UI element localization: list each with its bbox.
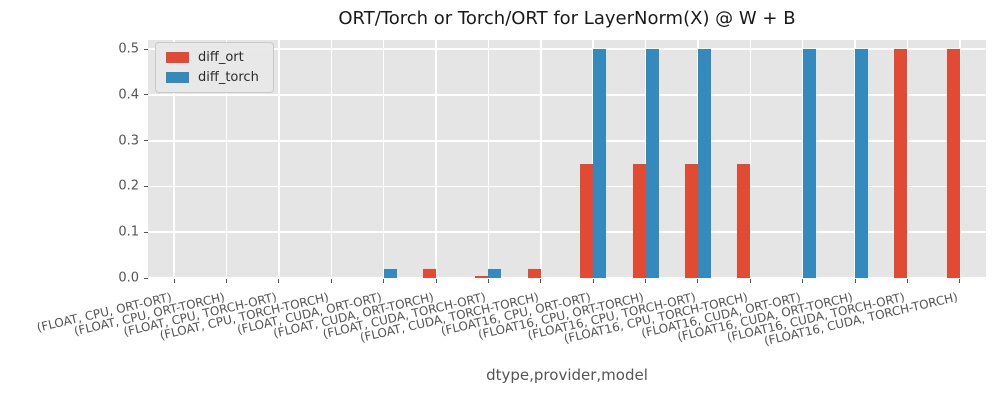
bar-diff_ort: [632, 163, 646, 278]
gridline-vertical: [435, 40, 437, 278]
x-tick-mark: [330, 279, 332, 283]
x-tick-mark: [226, 279, 228, 283]
plot-area: [148, 40, 986, 279]
bar-diff_torch: [802, 49, 816, 278]
x-tick-mark: [173, 279, 175, 283]
bar-diff_ort: [423, 268, 437, 278]
legend-swatch-diff-torch: [166, 72, 189, 83]
x-tick-mark: [383, 279, 385, 283]
y-tick-label: 0.4: [118, 87, 139, 103]
gridline-vertical: [592, 40, 594, 278]
x-tick-mark: [959, 279, 961, 283]
x-tick-mark: [592, 279, 594, 283]
gridline-vertical: [278, 40, 280, 278]
y-tick-label: 0.3: [118, 133, 139, 149]
gridline-horizontal: [148, 277, 986, 279]
bar-diff_ort: [894, 49, 908, 278]
y-tick-label: 0.1: [118, 224, 139, 240]
gridline-vertical: [487, 40, 490, 278]
x-tick-mark: [487, 279, 489, 283]
legend: diff_ort diff_torch: [155, 42, 274, 93]
gridline-vertical: [644, 40, 647, 278]
bar-diff_torch: [593, 49, 607, 278]
legend-item-diff-torch: diff_torch: [166, 71, 259, 84]
gridline-vertical: [225, 40, 228, 278]
gridline-vertical: [540, 40, 542, 278]
gridline-vertical: [854, 40, 856, 278]
x-tick-mark: [906, 279, 908, 283]
legend-label-diff-torch: diff_torch: [198, 70, 259, 85]
y-tick-mark: [144, 277, 148, 279]
bar-diff_torch: [383, 268, 397, 278]
bar-diff_torch: [645, 49, 659, 278]
bar-diff_ort: [527, 268, 541, 278]
bar-diff_ort: [475, 275, 489, 278]
gridline-horizontal: [148, 231, 986, 234]
y-tick-mark: [144, 140, 148, 142]
legend-item-diff-ort: diff_ort: [166, 51, 259, 64]
y-tick-label: 0.0: [118, 270, 139, 286]
x-tick-mark: [749, 279, 751, 283]
y-tick-mark: [144, 48, 148, 50]
x-axis-label: dtype,provider,model: [486, 366, 648, 384]
x-tick-mark: [802, 279, 804, 283]
x-tick-mark: [540, 279, 542, 283]
y-tick-mark: [144, 231, 148, 233]
gridline-horizontal: [148, 139, 986, 142]
x-tick-mark: [854, 279, 856, 283]
gridline-horizontal: [148, 48, 986, 50]
gridline-vertical: [697, 40, 699, 278]
gridline-vertical: [749, 40, 752, 278]
x-tick-mark: [697, 279, 699, 283]
gridline-vertical: [330, 40, 333, 278]
bar-diff_torch: [488, 268, 502, 278]
y-tick-mark: [144, 94, 148, 96]
gridline-horizontal: [148, 185, 986, 188]
chart-title: ORT/Torch or Torch/ORT for LayerNorm(X) …: [338, 8, 796, 29]
gridline-vertical: [382, 40, 385, 278]
x-tick-mark: [645, 279, 647, 283]
gridline-horizontal: [148, 94, 986, 96]
legend-swatch-diff-ort: [166, 52, 189, 63]
bar-diff_torch: [697, 49, 711, 278]
x-tick-mark: [278, 279, 280, 283]
bar-diff_ort: [580, 163, 594, 278]
bar-diff_ort: [737, 163, 751, 278]
gridline-vertical: [801, 40, 804, 278]
gridline-vertical: [173, 40, 175, 278]
legend-label-diff-ort: diff_ort: [198, 50, 244, 65]
bar-diff_ort: [684, 163, 698, 278]
y-tick-label: 0.5: [118, 41, 139, 57]
y-tick-mark: [144, 185, 148, 187]
y-tick-label: 0.2: [118, 178, 139, 194]
bar-diff_torch: [855, 49, 869, 278]
bar-diff_ort: [946, 49, 960, 278]
x-tick-mark: [435, 279, 437, 283]
